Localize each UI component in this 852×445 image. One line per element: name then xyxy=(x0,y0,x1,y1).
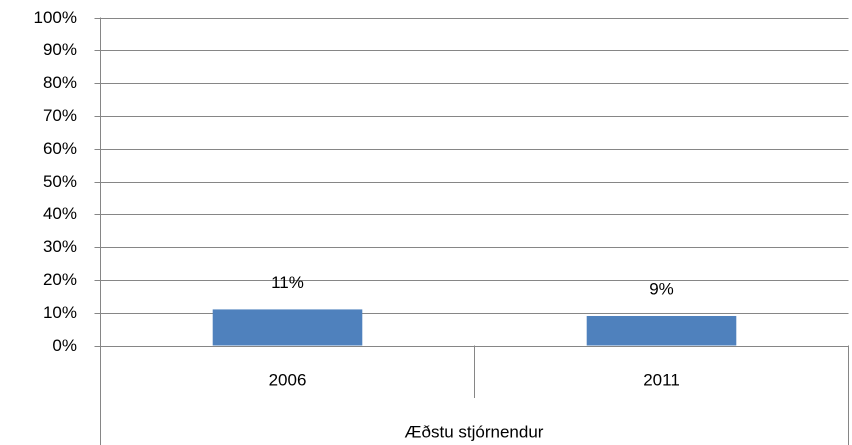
y-tick-label: 20% xyxy=(43,270,77,289)
y-tick-label: 60% xyxy=(43,139,77,158)
y-tick-label: 10% xyxy=(43,303,77,322)
data-label: 9% xyxy=(649,279,674,298)
y-tick-label: 80% xyxy=(43,73,77,92)
y-tick-label: 40% xyxy=(43,204,77,223)
x-tick-label: 2011 xyxy=(643,370,680,389)
data-label: 11% xyxy=(271,273,304,292)
y-tick-label: 50% xyxy=(43,172,77,191)
bar xyxy=(586,315,737,346)
y-tick-label: 0% xyxy=(52,336,77,355)
y-tick-label: 70% xyxy=(43,106,77,125)
x-tick-label: 2006 xyxy=(269,370,307,389)
group-label: Æðstu stjórnendur xyxy=(405,422,544,441)
y-tick-label: 90% xyxy=(43,40,77,59)
y-tick-label: 30% xyxy=(43,237,77,256)
y-tick-label: 100% xyxy=(34,8,77,27)
bar xyxy=(212,309,363,346)
